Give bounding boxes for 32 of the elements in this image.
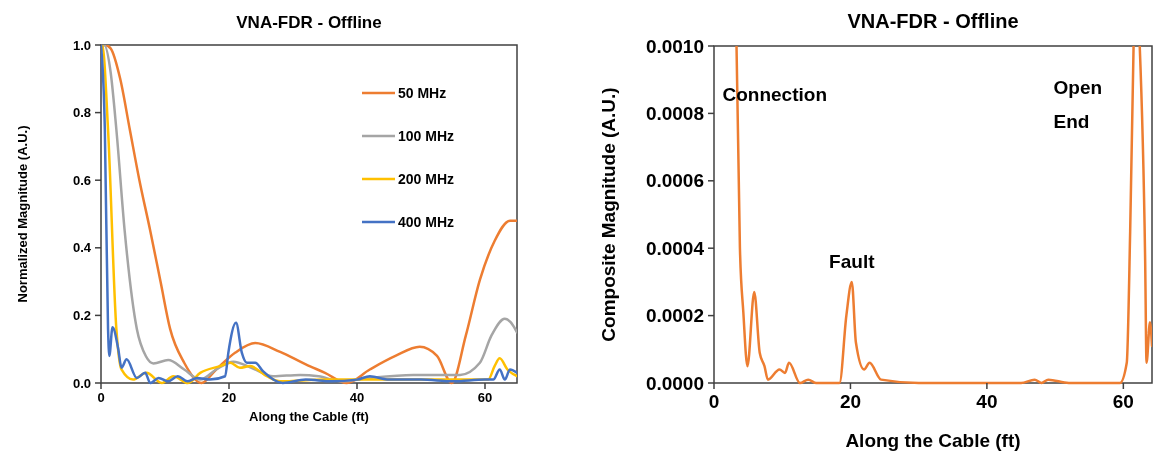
annotation: Fault	[829, 251, 876, 273]
x-tick-label: 40	[976, 391, 998, 412]
chart-title: VNA-FDR - Offline	[847, 10, 1019, 32]
legend-label: 200 MHz	[398, 170, 455, 187]
x-tick-label: 60	[477, 390, 493, 405]
x-tick-label: 0	[97, 390, 105, 405]
y-tick-label: 1.0	[72, 37, 91, 53]
y-tick-label: 0.4	[72, 240, 92, 256]
y-tick-label: 0.6	[72, 172, 91, 188]
x-tick-label: 40	[349, 390, 365, 405]
y-tick-label: 0.0004	[645, 237, 705, 259]
x-axis-title: Along the Cable (ft)	[249, 409, 369, 424]
y-axis-title: Composite Magnitude (A.U.)	[597, 87, 619, 342]
y-tick-label: 0.0	[72, 375, 91, 391]
y-tick-label: 0.2	[72, 307, 91, 323]
y-tick-label: 0.0008	[645, 103, 704, 125]
y-tick-label: 0.0006	[645, 170, 704, 192]
y-tick-label: 0.8	[72, 105, 91, 121]
y-axis-title: Normalized Magnitude (A.U.)	[14, 125, 30, 303]
y-tick-label: 0.0000	[645, 372, 704, 394]
legend-label: 50 MHz	[398, 84, 447, 101]
y-tick-label: 0.0002	[645, 305, 704, 327]
y-tick-label: 0.0010	[645, 35, 704, 57]
x-tick-label: 60	[1112, 391, 1134, 412]
legend-label: 400 MHz	[398, 213, 455, 230]
x-tick-label: 20	[839, 391, 862, 412]
legend-label: 100 MHz	[398, 127, 455, 144]
x-tick-label: 0	[708, 391, 720, 412]
annotation: Open End	[1053, 77, 1103, 132]
x-axis-title: Along the Cable (ft)	[845, 430, 1021, 451]
x-tick-label: 20	[221, 390, 237, 405]
chart-title: VNA-FDR - Offline	[236, 13, 382, 32]
